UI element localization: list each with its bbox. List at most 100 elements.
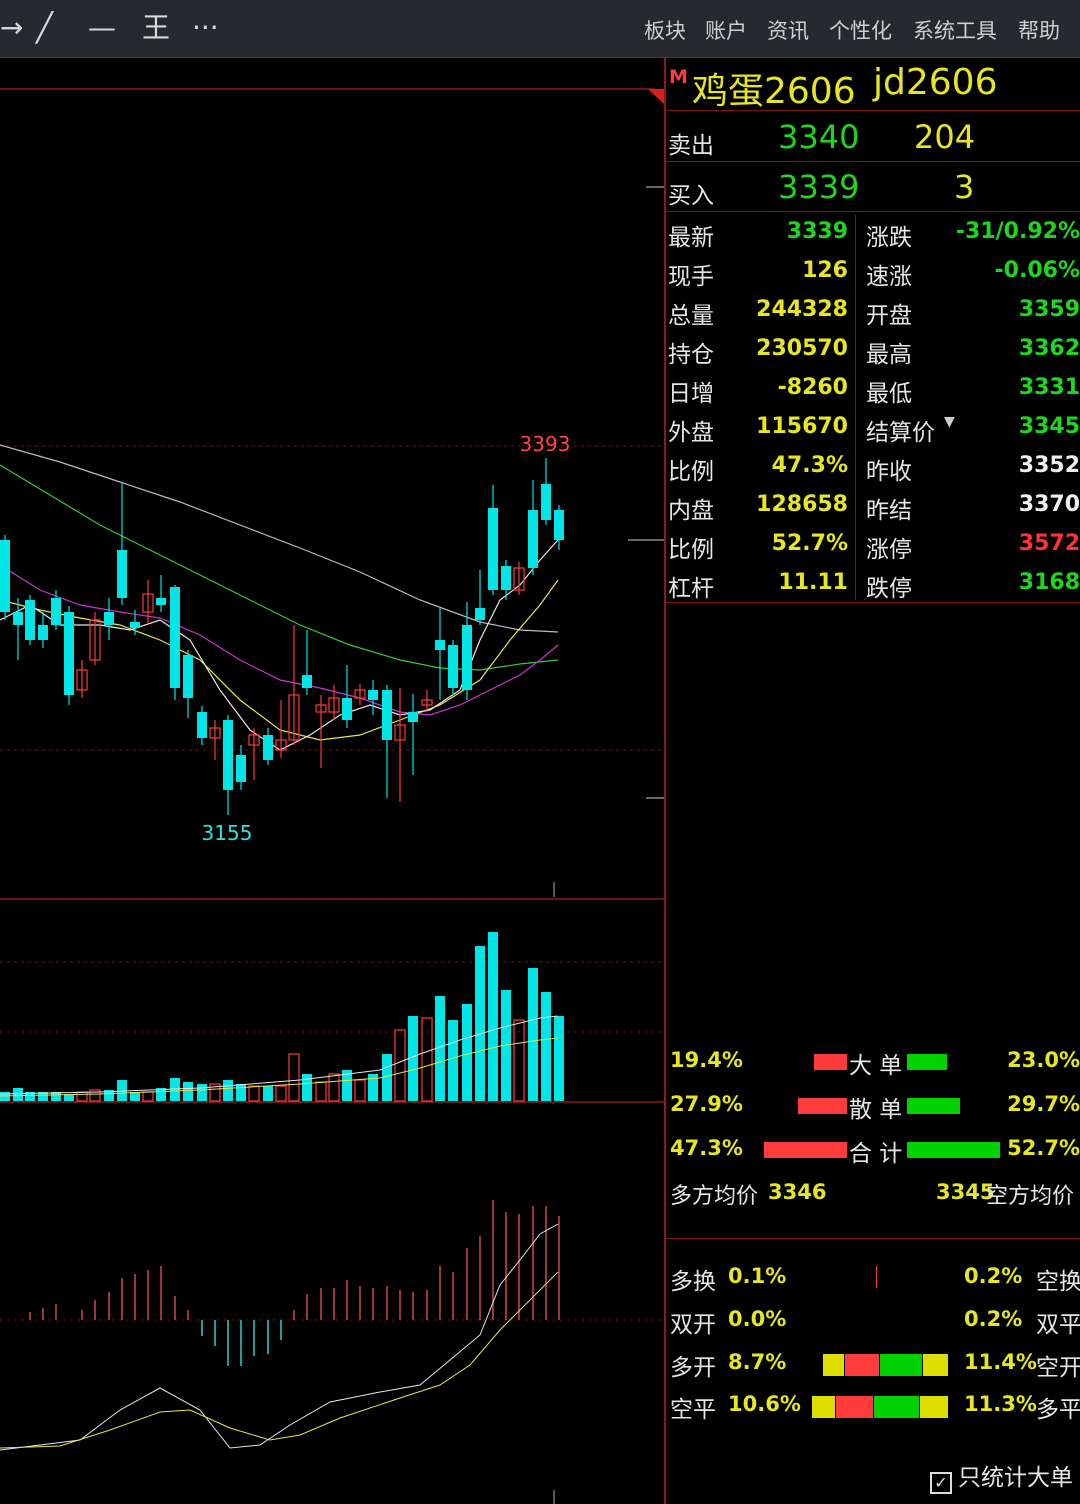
horizontal-line-icon[interactable]: — [88, 11, 116, 44]
menu-system-tools[interactable]: 系统工具 [913, 19, 997, 43]
stat-value: -8260 [777, 375, 848, 400]
candle-body [554, 510, 564, 540]
flow-red-bar [814, 1054, 847, 1070]
menu-help[interactable]: 帮助 [1018, 19, 1060, 43]
short-avg-label: 空方均价 [986, 1184, 1075, 1209]
flow-red-bar [798, 1098, 847, 1114]
pos-right-value: 0.2% [964, 1307, 1023, 1331]
pos-right-label: 空换 [1036, 1269, 1080, 1295]
menu-account[interactable]: 账户 [705, 19, 747, 43]
candle-body [462, 625, 472, 690]
long-avg-label: 多方均价 [670, 1184, 759, 1209]
stat-label: 内盘 [668, 498, 714, 524]
stat-label: 最低 [866, 381, 912, 407]
candle-body [368, 690, 378, 700]
menu-personalize[interactable]: 个性化 [829, 19, 892, 43]
moving-average-line [0, 464, 559, 671]
panel-separator [664, 58, 666, 1504]
volume-bar [448, 1020, 458, 1101]
stat-label: 现手 [668, 264, 714, 290]
kline-chart[interactable]: 3393 3155 [0, 58, 664, 1504]
stat-value: 230570 [756, 336, 848, 361]
pos-change-bar [812, 1396, 948, 1418]
flow-left-pct: 19.4% [670, 1048, 743, 1072]
stat-label: 持仓 [668, 342, 714, 368]
top-toolbar: → ╱ — 王 ··· 板块 账户 资讯 个性化 系统工具 帮助 [0, 0, 1080, 58]
volume-bar [435, 996, 445, 1101]
candle-body [475, 608, 485, 620]
moving-average-line [0, 444, 559, 633]
stat-value: 3331 [1018, 375, 1080, 400]
candle-body [448, 645, 458, 688]
menu-news[interactable]: 资讯 [767, 19, 809, 43]
high-price-label: 3393 [520, 432, 571, 456]
candle-body [117, 550, 127, 598]
volume-bar [89, 1089, 101, 1102]
pos-change-bar [823, 1354, 948, 1376]
contract-name: 鸡蛋2606 [692, 71, 856, 112]
price-line-icon[interactable]: 王 [142, 11, 171, 44]
volume-bar [64, 1094, 74, 1101]
volume-bar [554, 1016, 564, 1101]
pos-right-label: 空开 [1036, 1355, 1080, 1381]
pos-right-value: 11.3% [964, 1392, 1037, 1416]
stat-value: -31/0.92% [955, 219, 1080, 244]
stat-label: 涨跌 [866, 225, 912, 251]
candle-body [501, 566, 511, 590]
stat-label: 比例 [668, 537, 714, 563]
candle-body [354, 689, 366, 699]
volume-bar [382, 1054, 392, 1101]
flow-right-pct: 29.7% [1007, 1092, 1080, 1116]
pos-left-label: 多换 [670, 1269, 716, 1295]
only-large-label: 只统计大单 [958, 1465, 1073, 1491]
stat-label: 比例 [668, 459, 714, 485]
more-icon[interactable]: ··· [192, 11, 219, 44]
flow-label: 合 计 [849, 1141, 903, 1167]
volume-bar [209, 1083, 221, 1102]
pos-left-label: 多开 [670, 1355, 716, 1381]
volume-bar [263, 1086, 273, 1101]
candle-body [64, 612, 74, 695]
volume-bar [288, 1053, 300, 1102]
checkbox-icon[interactable]: ✓ [930, 1472, 952, 1494]
main-contract-badge: M [669, 66, 688, 88]
candle-body [513, 567, 525, 591]
candle-body [38, 625, 48, 640]
stat-label: 跌停 [866, 576, 912, 602]
arrow-icon[interactable]: → [0, 11, 24, 44]
candle-body [541, 484, 551, 520]
candle-body [236, 755, 246, 782]
pos-right-label: 双平 [1036, 1312, 1080, 1338]
corner-marker-icon [648, 89, 664, 104]
candle-body [156, 598, 166, 605]
stat-value: 115670 [756, 414, 848, 439]
buy-volume: 3 [954, 168, 975, 206]
volume-bar [408, 1016, 418, 1101]
stat-label: 最新 [668, 225, 714, 251]
moving-average-line [0, 539, 559, 751]
chart-svg[interactable]: 3393 3155 [0, 58, 664, 1504]
only-large-toggle[interactable]: ✓ 只统计大单 [930, 1458, 1073, 1494]
stat-label: 外盘 [668, 420, 714, 446]
flow-red-bar [764, 1142, 847, 1158]
macd-dif-line [0, 1223, 559, 1451]
volume-bar [342, 1070, 352, 1101]
stat-label: 涨停 [866, 537, 912, 563]
pos-left-value: 0.1% [728, 1264, 787, 1288]
volume-bar [38, 1092, 48, 1101]
pos-left-label: 双开 [670, 1312, 716, 1338]
stat-value: 52.7% [771, 531, 848, 556]
line-draw-icon[interactable]: ╱ [36, 11, 53, 44]
stat-value: 11.11 [778, 570, 848, 595]
flow-left-pct: 47.3% [670, 1136, 743, 1160]
volume-bar [328, 1073, 340, 1102]
candle-body [130, 622, 140, 628]
stat-label: 结算价 [866, 420, 935, 446]
volume-bar [528, 968, 538, 1101]
volume-bar [117, 1080, 127, 1101]
volume-bar [513, 1019, 525, 1102]
volume-bar [0, 1092, 10, 1101]
candle-body [51, 598, 61, 625]
dropdown-icon[interactable]: ▼ [944, 414, 955, 430]
menu-sector[interactable]: 板块 [644, 19, 686, 43]
